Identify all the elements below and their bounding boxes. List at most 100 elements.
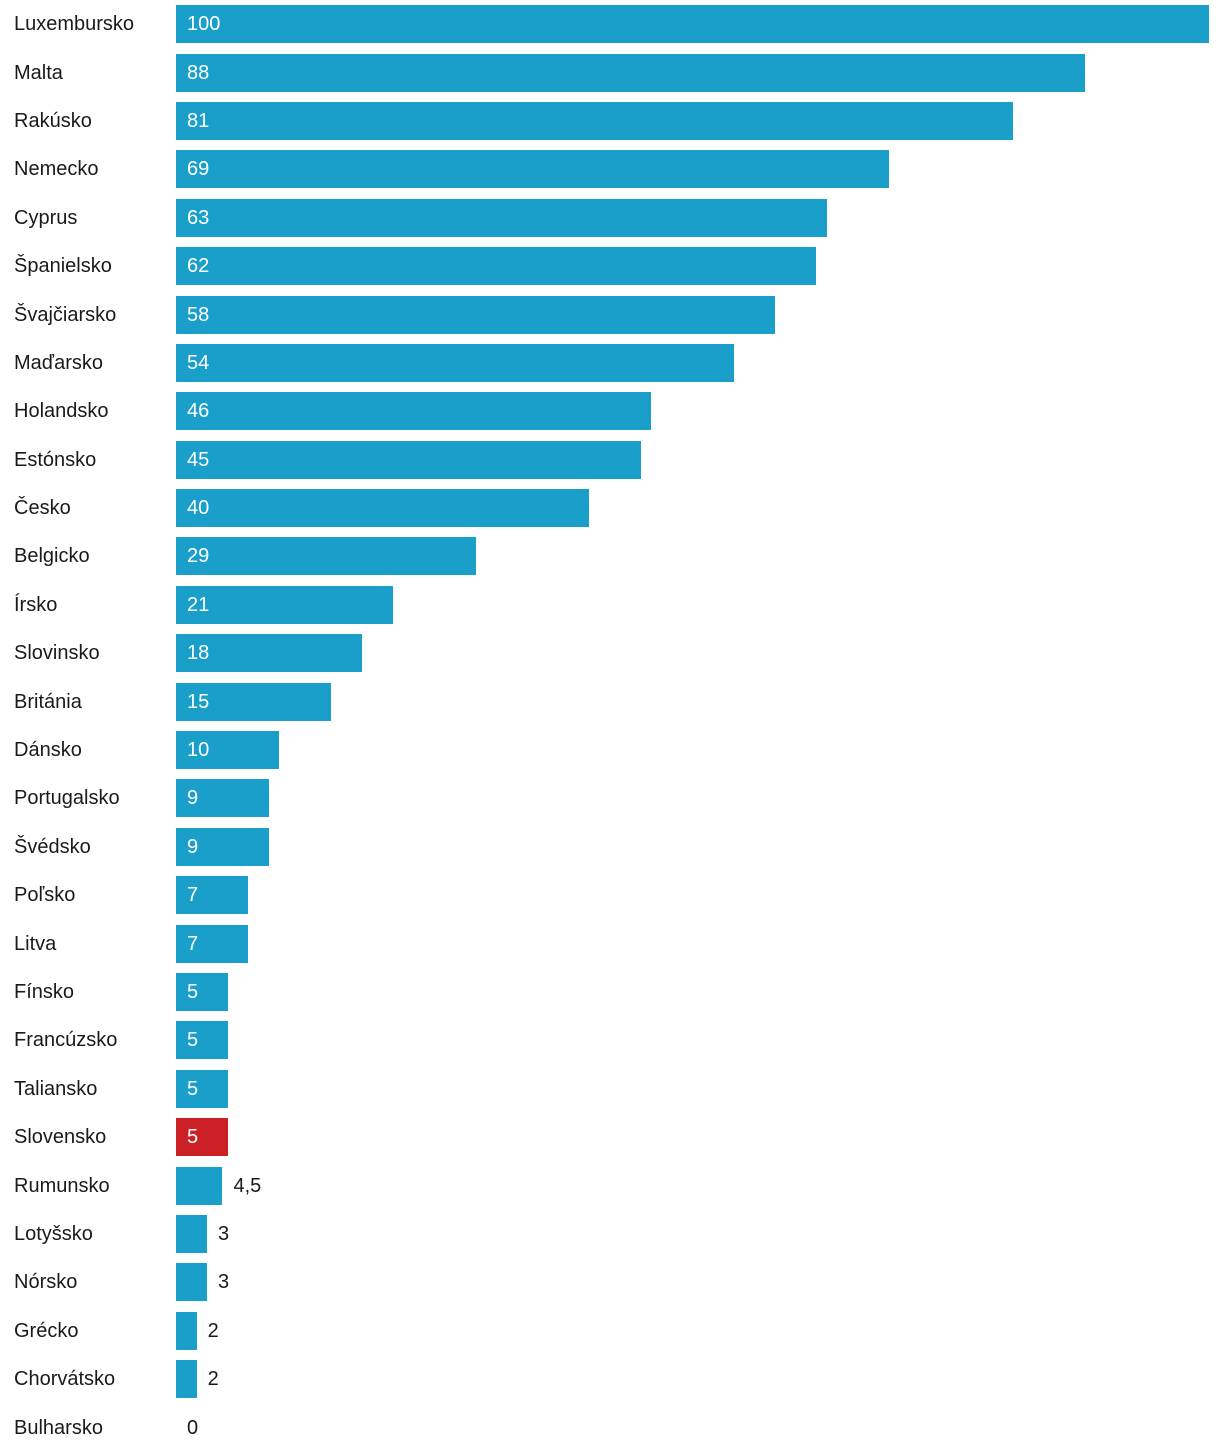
bar xyxy=(176,1360,197,1399)
bar: 15 xyxy=(176,682,331,721)
bar-track: 9 xyxy=(176,827,1220,866)
value-label: 5 xyxy=(187,1029,199,1052)
value-label: 0 xyxy=(187,1416,199,1439)
value-label: 46 xyxy=(187,400,210,423)
category-label: Malta xyxy=(14,61,63,84)
category-label: Írsko xyxy=(14,593,58,616)
category-label: Taliansko xyxy=(14,1077,98,1100)
category-label: Luxembursko xyxy=(14,13,135,36)
bar-row: Litva 7 xyxy=(0,919,1220,967)
bar-row: Taliansko 5 xyxy=(0,1065,1220,1113)
bar-track: 62 xyxy=(176,247,1220,286)
value-label: 40 xyxy=(187,497,210,520)
value-label: 5 xyxy=(187,1077,199,1100)
bar-row: Nemecko 69 xyxy=(0,145,1220,193)
category-label: Lotyšsko xyxy=(14,1222,93,1245)
bar-track: 15 xyxy=(176,682,1220,721)
category-label: Estónsko xyxy=(14,448,97,471)
bar xyxy=(176,1166,223,1205)
bar-track: 7 xyxy=(176,924,1220,963)
bar: 69 xyxy=(176,150,889,189)
bar-row: Luxembursko 100 xyxy=(0,0,1220,48)
bar-row: Cyprus 63 xyxy=(0,194,1220,242)
bar-track: 46 xyxy=(176,392,1220,431)
value-label: 62 xyxy=(187,255,210,278)
bar-row: Belgicko 29 xyxy=(0,532,1220,580)
category-label: Bulharsko xyxy=(14,1416,103,1439)
bar: 9 xyxy=(176,779,269,818)
category-label: Poľsko xyxy=(14,884,76,907)
value-label: 7 xyxy=(187,932,199,955)
bar-track: 54 xyxy=(176,343,1220,382)
bar: 88 xyxy=(176,53,1086,92)
bar-row: Rakúsko 81 xyxy=(0,97,1220,145)
category-label: Litva xyxy=(14,932,57,955)
bar-row: Francúzsko 5 xyxy=(0,1016,1220,1064)
bar-row: Slovensko 5 xyxy=(0,1113,1220,1161)
bar-row: Švajčiarsko 58 xyxy=(0,290,1220,338)
category-label: Británia xyxy=(14,690,82,713)
value-label: 63 xyxy=(187,206,210,229)
bar: 21 xyxy=(176,585,393,624)
bar-row: Dánsko 10 xyxy=(0,726,1220,774)
category-label: Slovinsko xyxy=(14,642,100,665)
value-label: 2 xyxy=(207,1319,219,1342)
value-label: 81 xyxy=(187,109,210,132)
value-label: 4,5 xyxy=(233,1174,262,1197)
category-label: Česko xyxy=(14,497,71,520)
bar-row: Rumunsko 4,5 xyxy=(0,1161,1220,1209)
category-label: Chorvátsko xyxy=(14,1368,116,1391)
value-label: 5 xyxy=(187,981,199,1003)
bar-row: Británia 15 xyxy=(0,677,1220,725)
bar-track: 29 xyxy=(176,537,1220,576)
bar: 5 xyxy=(176,1069,228,1108)
bar-row: Fínsko 5 xyxy=(0,968,1220,1016)
value-label: 69 xyxy=(187,158,210,181)
value-label: 54 xyxy=(187,351,210,374)
bar-row: Malta 88 xyxy=(0,48,1220,96)
category-label: Maďarsko xyxy=(14,351,103,374)
category-label: Švédsko xyxy=(14,835,91,858)
bar-track: 0 xyxy=(176,1409,1220,1447)
category-label: Belgicko xyxy=(14,545,90,568)
bar xyxy=(176,1311,197,1350)
category-label: Holandsko xyxy=(14,400,109,423)
value-label: 21 xyxy=(187,593,210,616)
value-label: 2 xyxy=(207,1368,219,1391)
value-label: 100 xyxy=(187,13,221,36)
bar: 7 xyxy=(176,924,249,963)
bar xyxy=(176,1214,207,1253)
bar-track: 10 xyxy=(176,731,1220,770)
bar: 100 xyxy=(176,5,1209,44)
bar-track: 2 xyxy=(176,1311,1220,1350)
category-label: Španielsko xyxy=(14,255,112,278)
category-label: Nórsko xyxy=(14,1271,78,1294)
bar-track: 5 xyxy=(176,1118,1220,1157)
category-label: Cyprus xyxy=(14,206,78,229)
category-label: Rakúsko xyxy=(14,109,92,132)
bar-track: 9 xyxy=(176,779,1220,818)
category-label: Portugalsko xyxy=(14,787,120,810)
value-label: 3 xyxy=(217,1222,230,1245)
bar-track: 88 xyxy=(176,53,1220,92)
bar-track: 58 xyxy=(176,295,1220,334)
bar-row: Portugalsko 9 xyxy=(0,774,1220,822)
bar-row: Lotyšsko 3 xyxy=(0,1210,1220,1258)
bar-row: Holandsko 46 xyxy=(0,387,1220,435)
value-label: 15 xyxy=(187,690,210,713)
value-label: 5 xyxy=(187,1126,199,1149)
category-label: Slovensko xyxy=(14,1126,107,1149)
bar-track: 4,5 xyxy=(176,1166,1220,1205)
bar-track: 7 xyxy=(176,876,1220,915)
bar-row: Maďarsko 54 xyxy=(0,339,1220,387)
bar: 46 xyxy=(176,392,652,431)
value-label: 29 xyxy=(187,545,210,568)
bar: 18 xyxy=(176,634,362,673)
bar xyxy=(176,1263,207,1302)
category-label: Rumunsko xyxy=(14,1174,110,1197)
category-label: Fínsko xyxy=(14,981,75,1003)
value-label: 9 xyxy=(187,835,199,858)
bar: 40 xyxy=(176,489,590,528)
bar: 7 xyxy=(176,876,249,915)
